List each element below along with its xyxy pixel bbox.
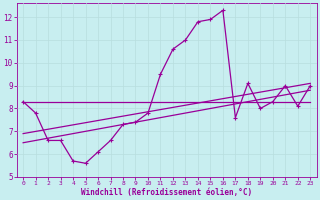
X-axis label: Windchill (Refroidissement éolien,°C): Windchill (Refroidissement éolien,°C) <box>81 188 252 197</box>
